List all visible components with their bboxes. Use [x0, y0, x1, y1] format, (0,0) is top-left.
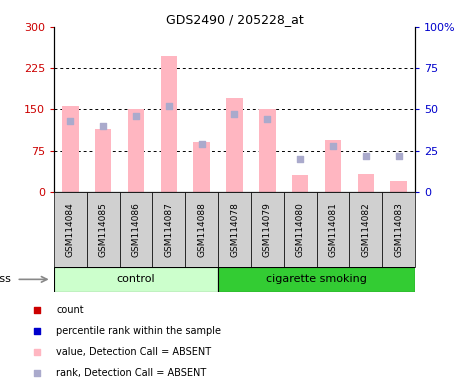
Point [132, 113, 140, 119]
Point [67, 118, 74, 124]
Bar [284, 192, 317, 267]
Text: cigarette smoking: cigarette smoking [266, 274, 367, 285]
Bar [251, 192, 284, 267]
Text: count: count [56, 305, 84, 315]
Point [198, 141, 205, 147]
Bar [349, 192, 382, 267]
Text: GSM114080: GSM114080 [295, 202, 305, 257]
Bar [87, 192, 120, 267]
Bar [390, 181, 407, 192]
Text: GSM114087: GSM114087 [164, 202, 174, 257]
Point [231, 111, 238, 118]
Bar [193, 142, 210, 192]
Point [296, 156, 304, 162]
Point [33, 307, 40, 313]
Text: GSM114082: GSM114082 [361, 202, 371, 257]
Text: rank, Detection Call = ABSENT: rank, Detection Call = ABSENT [56, 368, 206, 379]
Bar [185, 192, 218, 267]
Bar [128, 109, 144, 192]
Text: GSM114086: GSM114086 [131, 202, 141, 257]
Text: percentile rank within the sample: percentile rank within the sample [56, 326, 221, 336]
Bar [152, 192, 185, 267]
Text: GSM114085: GSM114085 [98, 202, 108, 257]
Point [33, 328, 40, 334]
Bar [325, 140, 341, 192]
Point [33, 349, 40, 356]
Text: GSM114081: GSM114081 [328, 202, 338, 257]
Text: value, Detection Call = ABSENT: value, Detection Call = ABSENT [56, 347, 212, 358]
Point [395, 152, 402, 159]
Point [33, 370, 40, 376]
Bar [317, 192, 349, 267]
Title: GDS2490 / 205228_at: GDS2490 / 205228_at [166, 13, 303, 26]
Bar [382, 192, 415, 267]
Text: GSM114084: GSM114084 [66, 202, 75, 257]
Point [165, 103, 173, 109]
Bar [218, 267, 415, 292]
Point [264, 116, 271, 122]
Bar [259, 109, 275, 192]
Bar [120, 192, 152, 267]
Text: control: control [117, 274, 155, 285]
Bar [357, 174, 374, 192]
Bar [218, 192, 251, 267]
Bar [292, 175, 308, 192]
Bar [54, 267, 218, 292]
Bar [62, 106, 78, 192]
Text: GSM114083: GSM114083 [394, 202, 403, 257]
Bar [226, 98, 242, 192]
Text: GSM114088: GSM114088 [197, 202, 206, 257]
Text: GSM114079: GSM114079 [263, 202, 272, 257]
Point [99, 123, 107, 129]
Text: stress: stress [0, 274, 12, 285]
Point [329, 143, 337, 149]
Bar [95, 129, 111, 192]
Bar [160, 56, 177, 192]
Text: GSM114078: GSM114078 [230, 202, 239, 257]
Point [362, 152, 370, 159]
Bar [54, 192, 87, 267]
